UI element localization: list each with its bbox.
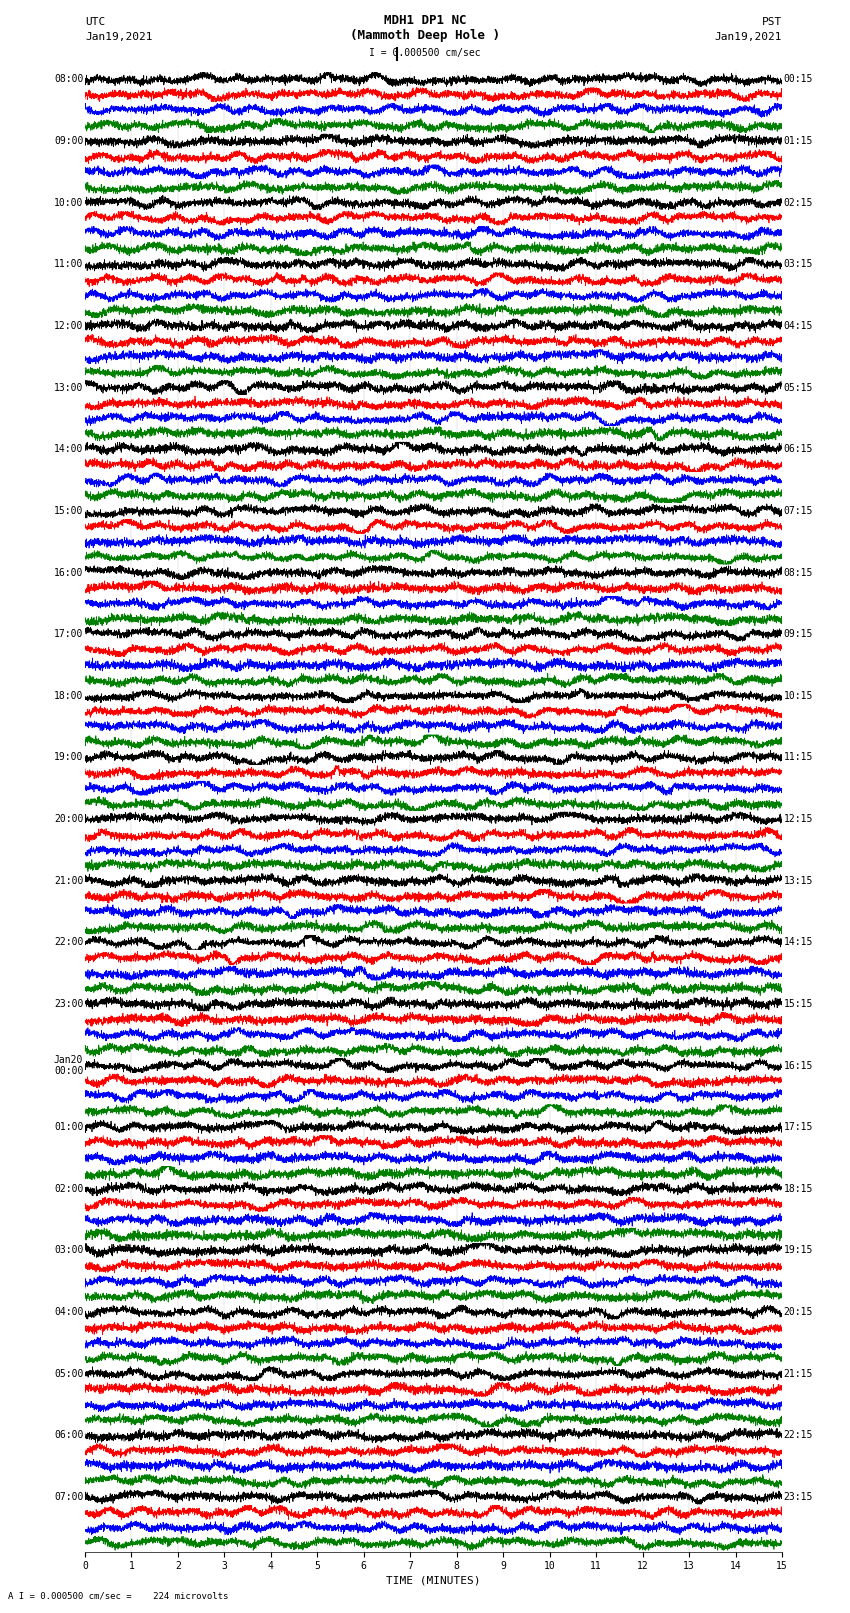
Text: 13:00: 13:00 [54,382,83,392]
Text: 02:15: 02:15 [784,198,813,208]
Text: PST: PST [762,18,782,27]
Text: 20:15: 20:15 [784,1307,813,1318]
Text: UTC: UTC [85,18,105,27]
Text: 11:15: 11:15 [784,752,813,763]
Text: 21:15: 21:15 [784,1369,813,1379]
Text: 17:15: 17:15 [784,1123,813,1132]
Text: 20:00: 20:00 [54,815,83,824]
Text: 13:15: 13:15 [784,876,813,886]
Text: Jan19,2021: Jan19,2021 [85,32,152,42]
Text: 04:15: 04:15 [784,321,813,331]
Text: 23:15: 23:15 [784,1492,813,1502]
Text: 09:15: 09:15 [784,629,813,639]
Text: 03:00: 03:00 [54,1245,83,1255]
Text: 12:00: 12:00 [54,321,83,331]
Text: 09:00: 09:00 [54,135,83,147]
Text: 02:00: 02:00 [54,1184,83,1194]
Text: 15:00: 15:00 [54,506,83,516]
Text: 23:00: 23:00 [54,998,83,1010]
Text: 19:15: 19:15 [784,1245,813,1255]
Text: 18:15: 18:15 [784,1184,813,1194]
Text: 05:15: 05:15 [784,382,813,392]
Text: A I = 0.000500 cm/sec =    224 microvolts: A I = 0.000500 cm/sec = 224 microvolts [8,1590,229,1600]
Text: 06:15: 06:15 [784,444,813,455]
Text: 00:15: 00:15 [784,74,813,84]
Text: 22:00: 22:00 [54,937,83,947]
X-axis label: TIME (MINUTES): TIME (MINUTES) [386,1576,481,1586]
Text: 01:15: 01:15 [784,135,813,147]
Text: Jan20
00:00: Jan20 00:00 [54,1055,83,1076]
Text: 19:00: 19:00 [54,752,83,763]
Text: 05:00: 05:00 [54,1369,83,1379]
Text: 12:15: 12:15 [784,815,813,824]
Text: 08:00: 08:00 [54,74,83,84]
Text: I = 0.000500 cm/sec: I = 0.000500 cm/sec [369,48,481,58]
Text: 16:00: 16:00 [54,568,83,577]
Text: 07:00: 07:00 [54,1492,83,1502]
Text: Jan19,2021: Jan19,2021 [715,32,782,42]
Text: 01:00: 01:00 [54,1123,83,1132]
Text: 16:15: 16:15 [784,1061,813,1071]
Text: 22:15: 22:15 [784,1431,813,1440]
Text: 11:00: 11:00 [54,260,83,269]
Text: 15:15: 15:15 [784,998,813,1010]
Text: (Mammoth Deep Hole ): (Mammoth Deep Hole ) [350,29,500,42]
Text: 04:00: 04:00 [54,1307,83,1318]
Text: 18:00: 18:00 [54,690,83,700]
Text: 06:00: 06:00 [54,1431,83,1440]
Text: 08:15: 08:15 [784,568,813,577]
Text: MDH1 DP1 NC: MDH1 DP1 NC [383,15,467,27]
Text: 10:00: 10:00 [54,198,83,208]
Text: 07:15: 07:15 [784,506,813,516]
Text: 17:00: 17:00 [54,629,83,639]
Text: 14:15: 14:15 [784,937,813,947]
Text: 03:15: 03:15 [784,260,813,269]
Text: 10:15: 10:15 [784,690,813,700]
Text: 21:00: 21:00 [54,876,83,886]
Text: 14:00: 14:00 [54,444,83,455]
